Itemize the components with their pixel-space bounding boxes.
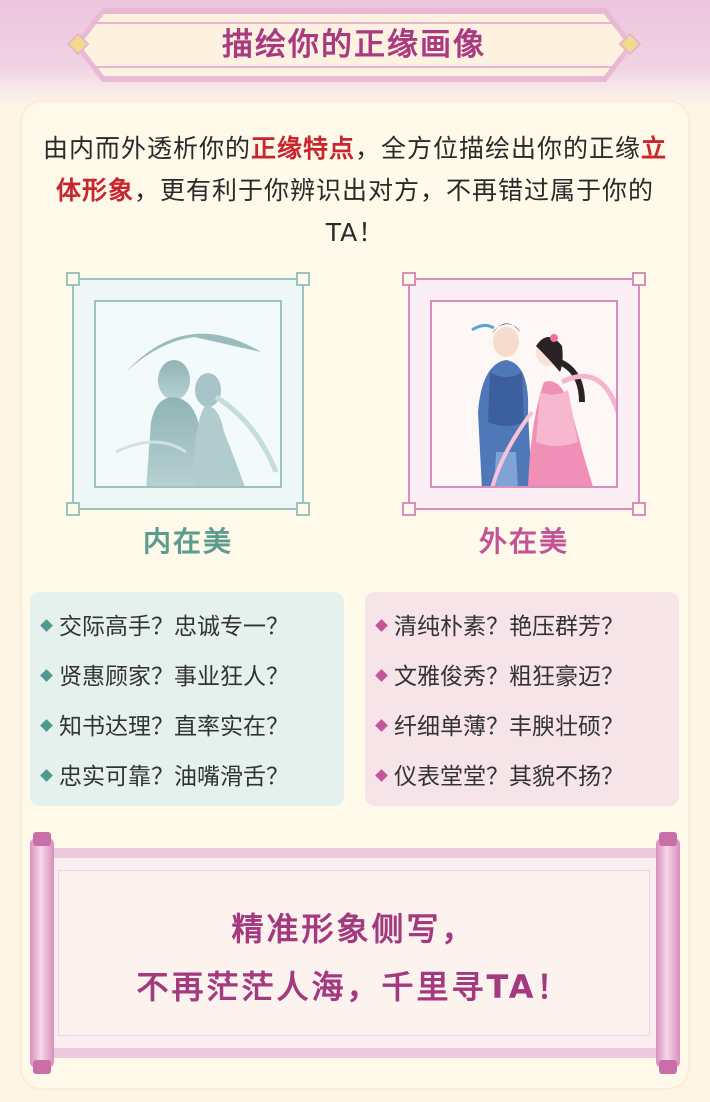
frame-corner-ornament: [296, 502, 310, 516]
intro-highlight-1: 正缘特点: [250, 134, 355, 163]
list-item: 交际高手？忠诚专一？: [38, 602, 344, 652]
list-item: 文雅俊秀？粗狂豪迈？: [373, 652, 679, 702]
diamond-bullet-icon: [375, 619, 388, 632]
banner-stroke: [92, 22, 616, 68]
silhouette-picture: [94, 300, 282, 488]
frame-corner-ornament: [66, 502, 80, 516]
list-item: 纤细单薄？丰腴壮硕？: [373, 702, 679, 752]
title-banner: 描绘你的正缘画像: [66, 8, 642, 82]
frame-corner-ornament: [632, 272, 646, 286]
inner-questions-box: 交际高手？忠诚专一？ 贤惠顾家？事业狂人？ 知书达理？直率实在？ 忠实可靠？油嘴…: [30, 592, 344, 806]
question-text: 贤惠顾家？事业狂人？: [59, 664, 289, 690]
scroll-line-1: 精准形象侧写，: [231, 910, 477, 948]
scroll-cap-icon: [33, 832, 51, 846]
frame-corner-ornament: [402, 272, 416, 286]
scroll-line-2: 不再茫茫人海，千里寻TA！: [136, 968, 572, 1006]
page-title: 描绘你的正缘画像: [222, 27, 486, 63]
diamond-bullet-icon: [40, 719, 53, 732]
scroll-cap-icon: [659, 832, 677, 846]
scroll-message: 精准形象侧写， 不再茫茫人海，千里寻TA！: [58, 900, 650, 1016]
diamond-bullet-icon: [375, 769, 388, 782]
scroll-cap-icon: [659, 1060, 677, 1074]
question-text: 忠实可靠？油嘴滑舌？: [59, 764, 289, 790]
couple-illustration-image: [471, 323, 616, 486]
intro-part-1: 由内而外透析你的: [42, 134, 251, 163]
banner-background: [80, 14, 628, 76]
couple-picture: [430, 300, 618, 488]
diamond-bullet-icon: [40, 619, 53, 632]
diamond-bullet-icon: [40, 769, 53, 782]
diamond-bullet-icon: [375, 669, 388, 682]
list-item: 知书达理？直率实在？: [38, 702, 344, 752]
couple-silhouette-image: [115, 333, 279, 486]
outer-beauty-label: 外在美: [478, 525, 569, 558]
question-text: 文雅俊秀？粗狂豪迈？: [394, 664, 624, 690]
scroll-paper: [58, 870, 650, 1036]
outer-beauty-frame: [402, 272, 646, 516]
question-text: 知书达理？直率实在？: [59, 714, 289, 740]
question-text: 清纯朴素？艳压群芳？: [394, 614, 624, 640]
list-item: 仪表堂堂？其貌不扬？: [373, 752, 679, 802]
frame-corner-ornament: [296, 272, 310, 286]
outer-questions-box: 清纯朴素？艳压群芳？ 文雅俊秀？粗狂豪迈？ 纤细单薄？丰腴壮硕？ 仪表堂堂？其貌…: [365, 592, 679, 806]
diamond-bullet-icon: [40, 669, 53, 682]
scroll-cap-icon: [33, 1060, 51, 1074]
inner-beauty-label: 内在美: [142, 525, 233, 558]
question-text: 纤细单薄？丰腴壮硕？: [394, 714, 624, 740]
list-item: 忠实可靠？油嘴滑舌？: [38, 752, 344, 802]
list-item: 清纯朴素？艳压群芳？: [373, 602, 679, 652]
intro-highlight-2: 立体形象: [55, 134, 668, 205]
intro-part-2: ，全方位描绘出你的正缘: [355, 134, 642, 163]
list-item: 贤惠顾家？事业狂人？: [38, 652, 344, 702]
question-text: 交际高手？忠诚专一？: [59, 614, 289, 640]
inner-beauty-frame: [66, 272, 310, 516]
scroll-rod-left: [30, 832, 54, 1074]
intro-text: 由内而外透析你的正缘特点，全方位描绘出你的正缘立体形象，更有利于你辨识出对方，不…: [30, 128, 680, 254]
scroll-rod-right: [656, 832, 680, 1074]
diamond-bullet-icon: [375, 719, 388, 732]
frame-corner-ornament: [66, 272, 80, 286]
frame-corner-ornament: [632, 502, 646, 516]
frame-corner-ornament: [402, 502, 416, 516]
question-text: 仪表堂堂？其貌不扬？: [394, 764, 624, 790]
intro-part-3: ，更有利于你辨识出对方，不再错过属于你的TA！: [134, 176, 655, 247]
